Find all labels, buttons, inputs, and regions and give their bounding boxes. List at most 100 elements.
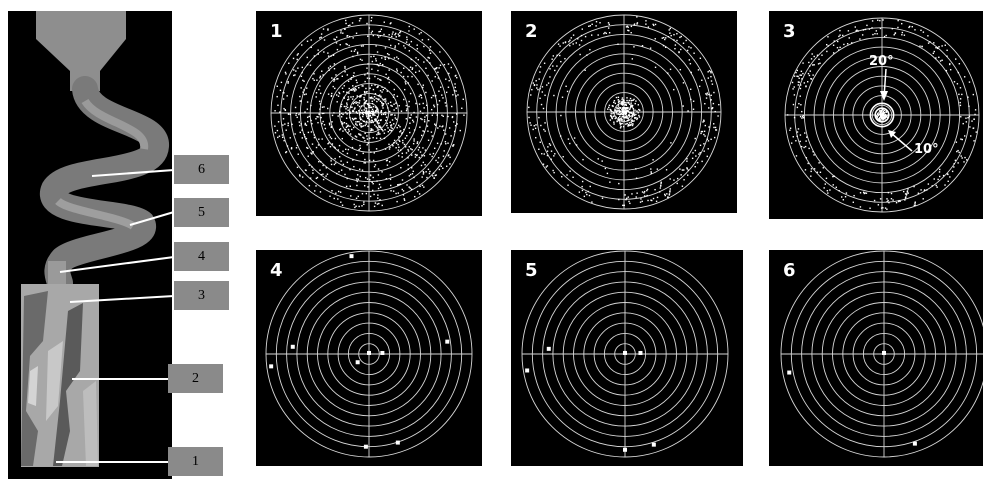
orientation-point xyxy=(456,113,458,115)
orientation-point xyxy=(958,151,960,154)
orientation-point xyxy=(347,148,350,151)
orientation-point xyxy=(310,39,312,41)
orientation-point xyxy=(368,149,370,151)
orientation-point xyxy=(378,122,380,124)
orientation-point xyxy=(359,96,362,98)
orientation-point xyxy=(933,42,935,44)
orientation-point xyxy=(429,52,432,54)
orientation-point xyxy=(877,114,879,116)
orientation-point xyxy=(419,110,422,113)
orientation-point xyxy=(400,110,403,112)
orientation-point xyxy=(395,147,397,149)
orientation-point xyxy=(623,114,625,116)
orientation-point xyxy=(300,87,302,89)
orientation-point xyxy=(956,83,959,85)
orientation-point xyxy=(882,119,884,121)
orientation-point xyxy=(631,104,633,106)
orientation-point xyxy=(378,98,380,100)
orientation-point xyxy=(703,120,705,122)
orientation-point xyxy=(384,113,387,116)
orientation-point xyxy=(447,63,450,65)
orientation-point xyxy=(591,201,593,203)
orientation-point xyxy=(360,126,362,128)
orientation-point xyxy=(627,114,630,117)
orientation-point xyxy=(795,155,798,157)
orientation-point xyxy=(583,195,586,198)
orientation-point xyxy=(343,121,346,124)
orientation-point xyxy=(392,190,395,192)
callout-6: 6 xyxy=(174,155,229,184)
orientation-point xyxy=(358,120,360,123)
orientation-point xyxy=(338,92,341,95)
orientation-point xyxy=(597,34,599,36)
orientation-point xyxy=(933,50,935,53)
orientation-point xyxy=(327,107,329,110)
orientation-point xyxy=(400,71,402,74)
orientation-point xyxy=(396,200,398,203)
orientation-point xyxy=(403,45,405,47)
orientation-point xyxy=(619,122,621,124)
orientation-point xyxy=(375,125,377,128)
orientation-point xyxy=(428,120,430,122)
orientation-point xyxy=(367,113,369,115)
orientation-point xyxy=(844,196,847,198)
orientation-point xyxy=(803,117,805,119)
orientation-point xyxy=(564,41,567,44)
orientation-point xyxy=(379,126,382,128)
orientation-point xyxy=(372,110,374,112)
orientation-point xyxy=(634,116,636,119)
orientation-point xyxy=(442,97,444,99)
orientation-point xyxy=(968,105,970,107)
orientation-point xyxy=(365,99,368,102)
orientation-point xyxy=(297,153,299,155)
orientation-point xyxy=(447,115,449,118)
orientation-point xyxy=(638,114,640,117)
orientation-point xyxy=(433,104,435,106)
orientation-point xyxy=(418,33,421,35)
orientation-point xyxy=(446,165,448,167)
orientation-point xyxy=(409,66,412,68)
orientation-point xyxy=(415,154,418,157)
orientation-point xyxy=(402,190,405,192)
orientation-point xyxy=(388,34,390,36)
orientation-point xyxy=(582,158,584,161)
orientation-point xyxy=(456,76,458,79)
orientation-point xyxy=(322,173,324,175)
orientation-point xyxy=(627,123,630,126)
orientation-point xyxy=(901,34,903,36)
orientation-point xyxy=(843,43,845,46)
orientation-point xyxy=(396,68,398,70)
orientation-point xyxy=(628,99,630,102)
orientation-point xyxy=(320,36,322,38)
orientation-point xyxy=(551,58,553,60)
orientation-point xyxy=(355,101,357,103)
orientation-point xyxy=(883,109,886,112)
orientation-point xyxy=(615,116,617,118)
orientation-point xyxy=(367,117,370,120)
orientation-point xyxy=(463,114,465,116)
orientation-point xyxy=(560,114,562,117)
orientation-point xyxy=(358,110,360,112)
orientation-point xyxy=(461,107,463,109)
orientation-point xyxy=(931,185,933,187)
orientation-point xyxy=(365,87,367,90)
orientation-point xyxy=(389,178,392,181)
orientation-point xyxy=(628,114,631,117)
orientation-point xyxy=(920,29,922,32)
orientation-point xyxy=(621,102,623,104)
orientation-point xyxy=(424,164,426,166)
orientation-point xyxy=(281,134,284,136)
orientation-point xyxy=(365,123,367,125)
orientation-point xyxy=(608,106,610,109)
orientation-point xyxy=(462,98,464,101)
orientation-point xyxy=(832,52,835,54)
orientation-point xyxy=(886,116,888,118)
orientation-point xyxy=(572,34,575,36)
orientation-point xyxy=(619,127,622,129)
orientation-point xyxy=(390,124,393,126)
orientation-point xyxy=(330,94,333,97)
orientation-point xyxy=(361,85,363,87)
orientation-point xyxy=(444,133,447,135)
orientation-point xyxy=(319,92,322,95)
orientation-point xyxy=(711,107,713,110)
